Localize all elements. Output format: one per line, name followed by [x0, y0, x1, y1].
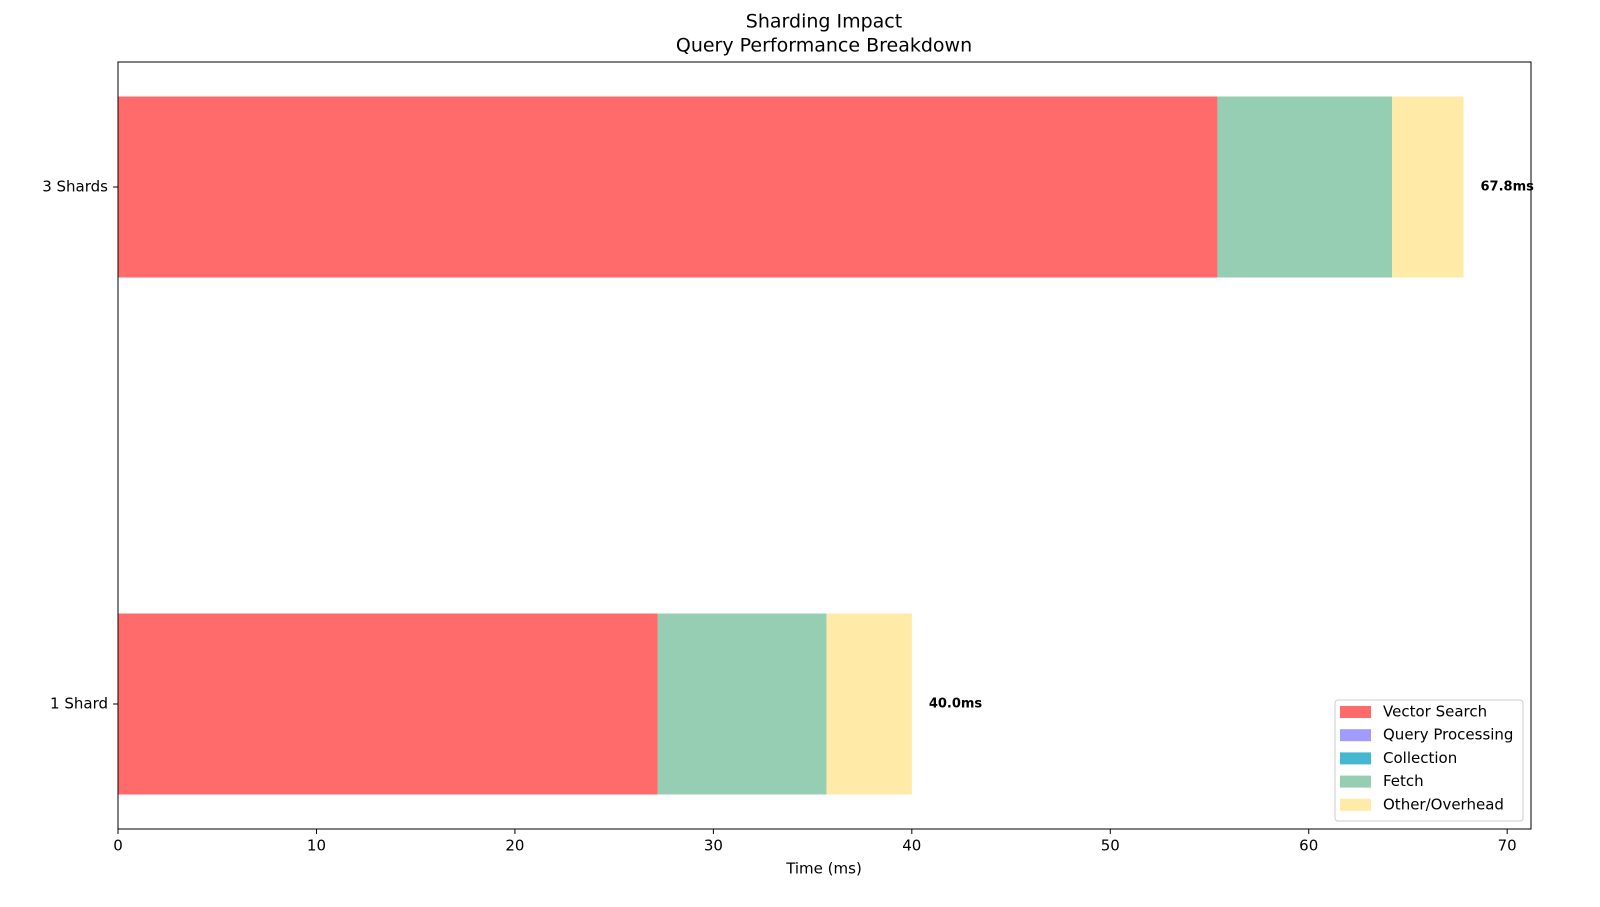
x-axis-label: Time (ms): [785, 860, 862, 878]
x-tick-label: 50: [1101, 837, 1120, 855]
legend-box: [1334, 699, 1524, 822]
legend-swatch: [1340, 798, 1371, 811]
bar-segment: [826, 613, 912, 795]
legend-swatch: [1340, 706, 1371, 718]
legend-label: Vector Search: [1383, 703, 1487, 721]
chart-subtitle: Query Performance Breakdown: [676, 35, 972, 57]
x-tick-label: 70: [1498, 837, 1517, 855]
x-tick-label: 30: [704, 837, 723, 855]
chart-title: Sharding Impact: [746, 11, 902, 33]
plot-frame: [117, 61, 1532, 830]
legend-label: Query Processing: [1383, 726, 1513, 744]
bar-segment: [1392, 96, 1464, 278]
legend-label: Fetch: [1383, 772, 1424, 790]
x-tick-label: 10: [307, 837, 326, 855]
legend: Vector Search Query Processing Collection F…: [1334, 699, 1524, 822]
bar-segment: [657, 613, 827, 795]
legend-swatch: [1340, 775, 1371, 788]
x-tick-label: 60: [1299, 837, 1318, 855]
legend-swatch: [1340, 752, 1371, 765]
y-tick-label: 1 Shard: [50, 695, 108, 713]
total-label: 40.0ms: [929, 697, 983, 712]
x-tick-label: 20: [505, 837, 524, 855]
bar-segment: [118, 96, 1218, 278]
bar-segment: [1217, 96, 1393, 278]
legend-label: Collection: [1383, 749, 1457, 767]
bar-segment: [118, 613, 658, 795]
legend-swatch: [1340, 729, 1371, 742]
total-label: 67.8ms: [1481, 180, 1535, 195]
legend-label: Other/Overhead: [1383, 795, 1504, 813]
x-tick-label: 40: [902, 837, 921, 855]
y-tick-label: 3 Shards: [42, 178, 108, 196]
x-tick-label: 0: [113, 837, 123, 855]
